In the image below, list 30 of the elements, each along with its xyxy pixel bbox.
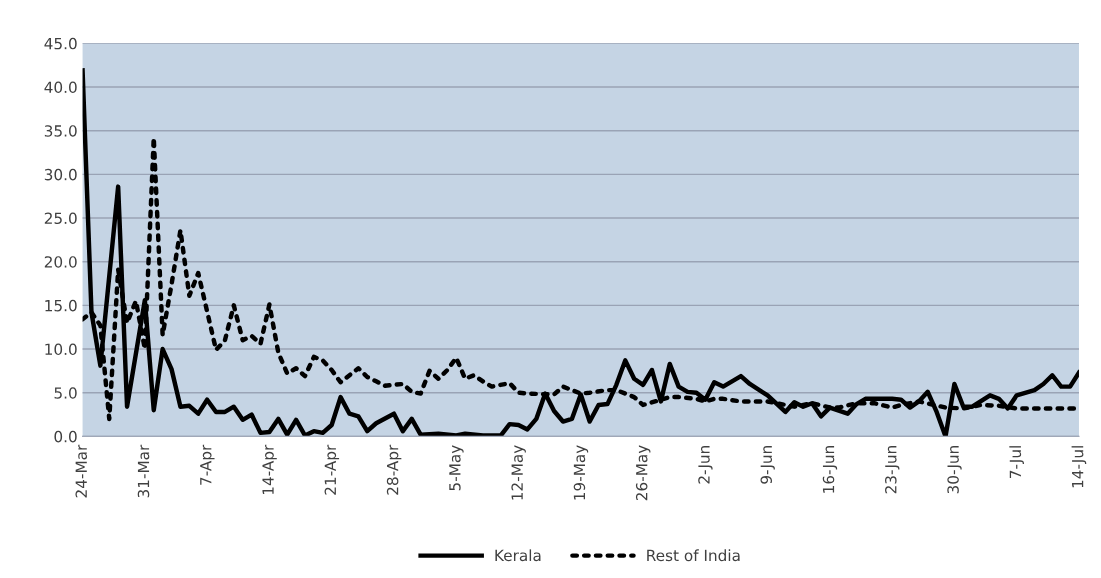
x-tick-label: 9-Jun [760, 446, 775, 484]
x-tick-label: 19-May [573, 445, 589, 500]
x-tick-label: 28-Apr [386, 444, 402, 495]
x-tick-label: 21-Apr [324, 444, 340, 495]
x-tick-label: 14-Apr [262, 444, 277, 495]
x-tick-label: 7-Jul [1009, 446, 1024, 478]
x-tick-label: 12-May [511, 445, 526, 500]
legend-label: Rest of India [647, 549, 740, 562]
y-tick-label: 0.0 [54, 430, 77, 443]
legend-label: Kerala [495, 549, 541, 562]
x-tick-label: 23-Jun [885, 446, 900, 494]
y-tick-label: 15.0 [45, 299, 77, 312]
line-series [82, 68, 1079, 437]
x-tick-label: 5-May [449, 445, 464, 491]
x-tick-label: 14-Jul [1071, 446, 1087, 488]
y-tick-label: 35.0 [44, 125, 77, 137]
x-tick-label: 7-Apr [200, 444, 215, 485]
y-tick-label: 10.0 [45, 343, 77, 356]
x-tick-label: 24-Mar [75, 444, 88, 498]
y-tick-label: 45.0 [44, 37, 77, 50]
y-tick-label: 25.0 [44, 212, 77, 225]
x-tick-label: 2-Jun [698, 446, 713, 484]
y-tick-label: 5.0 [54, 387, 77, 399]
x-tick-label: 30-Jun [947, 446, 962, 494]
y-tick-label: 20.0 [44, 256, 77, 268]
y-tick-label: 40.0 [44, 81, 77, 94]
x-tick-label: 31-Mar [137, 444, 150, 498]
y-tick-label: 30.0 [44, 168, 77, 181]
x-tick-label: 26-May [635, 445, 651, 501]
x-tick-label: 16-Jun [822, 446, 838, 493]
